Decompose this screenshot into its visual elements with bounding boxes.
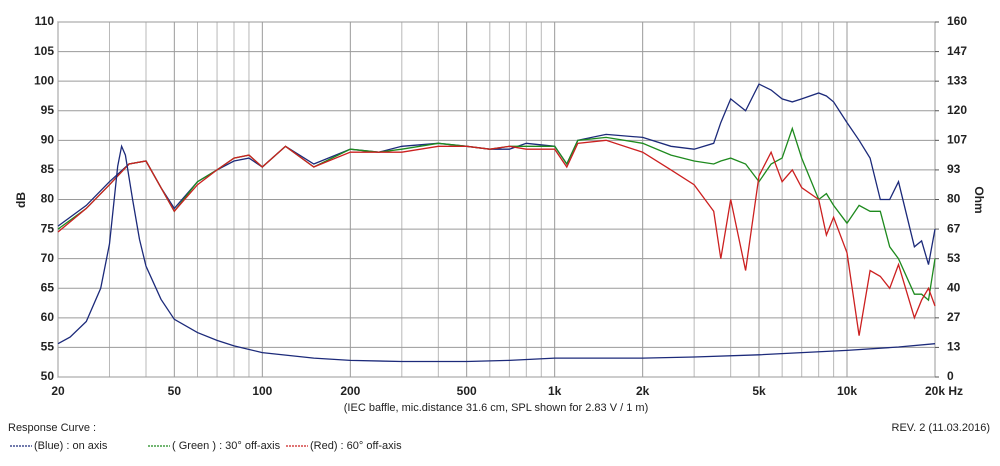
y-tick-label: 90: [41, 133, 55, 147]
y-tick-label: 75: [41, 221, 55, 235]
x-tick-label: 5k: [752, 384, 766, 398]
y2-axis-label: Ohm: [972, 186, 986, 213]
y-tick-label: 100: [34, 73, 54, 87]
y2-tick-label: 40: [947, 280, 961, 294]
impedance-line: [57, 144, 936, 363]
y-tick-label: 105: [34, 44, 54, 58]
y2-tick-label: 120: [947, 103, 967, 117]
response-line: [57, 139, 936, 336]
legend-label: (Blue) : on axis: [34, 440, 108, 452]
y2-tick-label: 27: [947, 310, 961, 324]
y2-tick-label: 147: [947, 44, 967, 58]
x-axis-label: (IEC baffle, mic.distance 31.6 cm, SPL s…: [344, 402, 648, 414]
legend-title: Response Curve :: [8, 422, 96, 434]
y-tick-label: 65: [41, 280, 55, 294]
x-tick-label: 50: [168, 384, 182, 398]
x-tick-label: 2k: [636, 384, 650, 398]
y-tick-label: 60: [41, 310, 55, 324]
x-tick-label: 1k: [548, 384, 562, 398]
x-tick-label: 100: [252, 384, 272, 398]
y-tick-label: 85: [41, 162, 55, 176]
y-tick-label: 95: [41, 103, 55, 117]
y2-tick-label: 93: [947, 162, 961, 176]
x-tick-label: 500: [457, 384, 477, 398]
response-line: [57, 83, 936, 265]
y2-tick-label: 133: [947, 73, 967, 87]
y2-tick-label: 13: [947, 340, 961, 354]
x-tick-label: 20k Hz: [925, 384, 963, 398]
legend-label: ( Green ) : 30° off-axis: [172, 440, 281, 452]
y-tick-label: 110: [35, 14, 55, 28]
x-tick-label: 20: [51, 384, 65, 398]
y-tick-label: 70: [41, 251, 55, 265]
y2-tick-label: 67: [947, 221, 961, 235]
revision: REV. 2 (11.03.2016): [892, 422, 990, 434]
y-axis-label: dB: [14, 192, 28, 208]
legend-label: (Red) : 60° off-axis: [310, 440, 402, 452]
y-tick-label: 80: [41, 192, 55, 206]
y-tick-label: 55: [41, 340, 55, 354]
y2-tick-label: 160: [947, 14, 967, 28]
y2-tick-label: 80: [947, 192, 961, 206]
y2-tick-label: 107: [947, 133, 967, 147]
x-tick-label: 10k: [837, 384, 857, 398]
y-tick-label: 50: [41, 369, 55, 383]
x-tick-label: 200: [340, 384, 360, 398]
y2-tick-label: 53: [947, 251, 961, 265]
y2-tick-label: 0: [947, 369, 954, 383]
